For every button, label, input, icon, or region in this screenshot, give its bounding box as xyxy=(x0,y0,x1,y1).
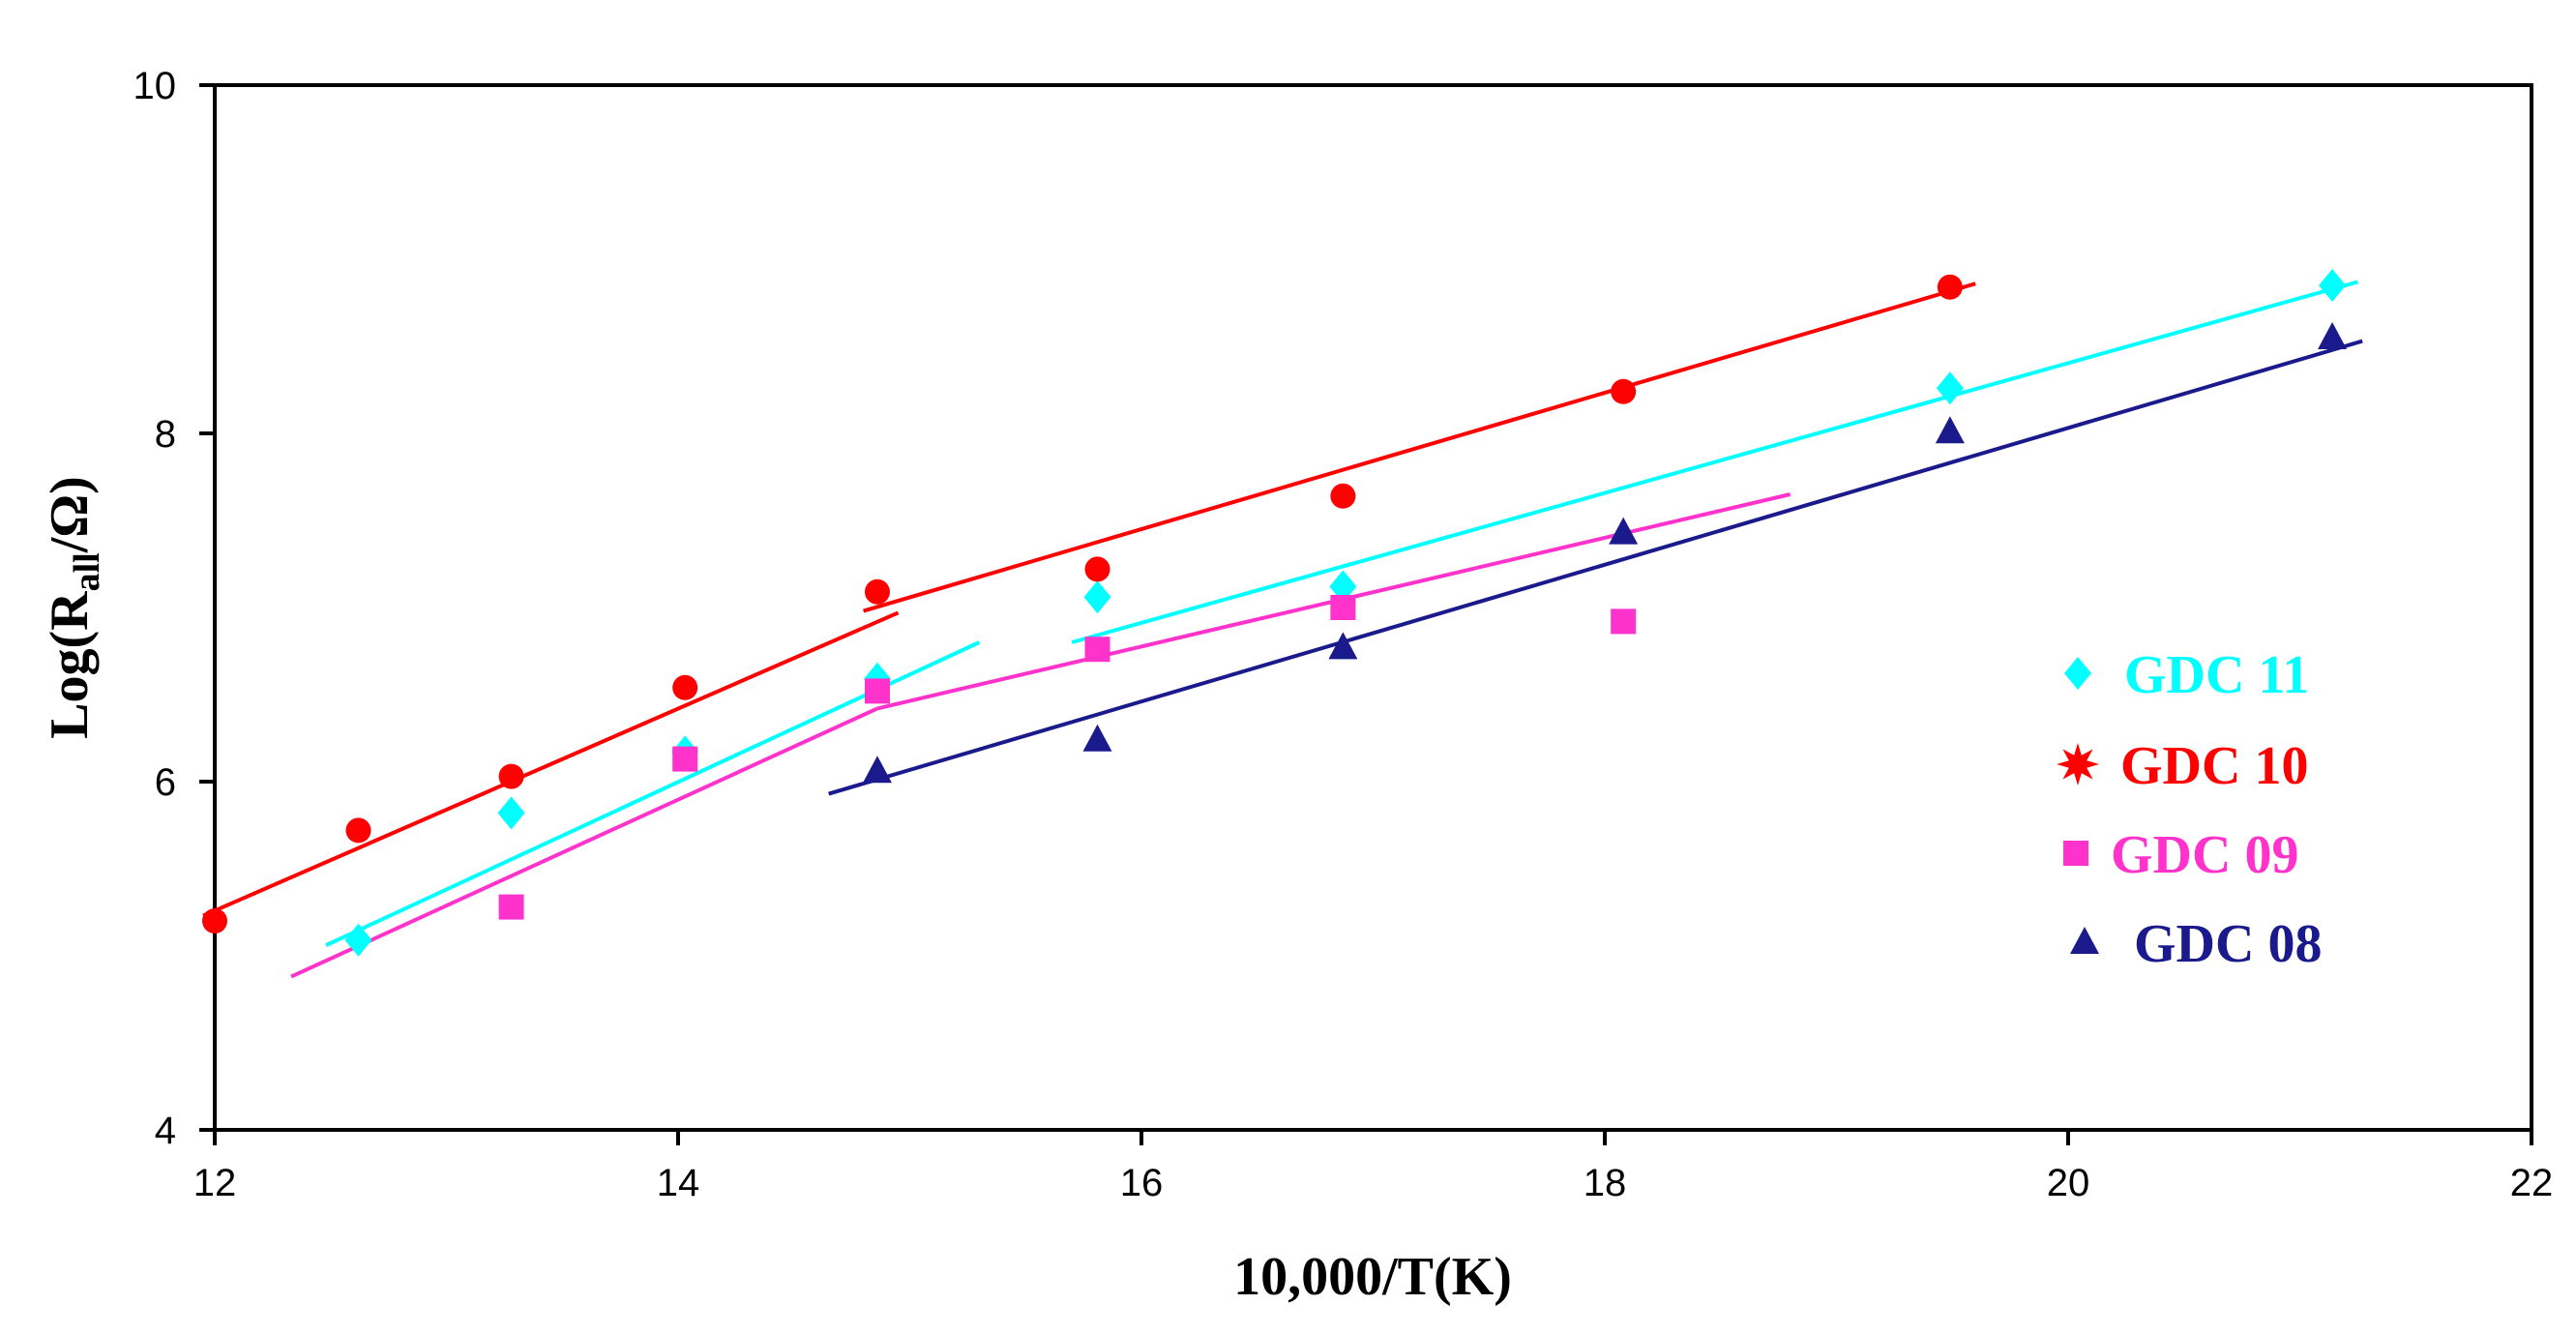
legend-label-gdc-11: GDC 11 xyxy=(2124,645,2309,705)
y-tick-label: 10 xyxy=(133,65,177,107)
data-point-gdc-11 xyxy=(1936,371,1964,405)
y-tick-label: 8 xyxy=(155,413,176,456)
legend-label-gdc-09: GDC 09 xyxy=(2111,825,2298,885)
data-point-gdc-11 xyxy=(2319,269,2347,302)
fit-line-gdc-10 xyxy=(202,610,900,918)
fit-line-gdc-11 xyxy=(1071,280,2358,644)
legend-label-gdc-10: GDC 10 xyxy=(2120,736,2308,796)
data-point-gdc-10 xyxy=(672,674,698,700)
data-point-gdc-10 xyxy=(1937,274,1963,300)
data-point-gdc-08 xyxy=(1328,632,1358,660)
data-point-gdc-08 xyxy=(2318,322,2348,349)
fit-line-gdc-09 xyxy=(290,706,878,979)
data-point-gdc-09 xyxy=(1611,608,1637,635)
data-point-gdc-10 xyxy=(1611,378,1637,404)
data-point-gdc-10 xyxy=(864,578,890,605)
data-point-gdc-11 xyxy=(497,796,525,830)
data-point-gdc-11 xyxy=(1329,570,1357,604)
data-point-gdc-11 xyxy=(1083,580,1111,614)
data-point-gdc-09 xyxy=(672,746,698,772)
y-tick-label: 4 xyxy=(155,1110,176,1152)
data-point-gdc-10 xyxy=(1330,483,1356,509)
data-point-gdc-08 xyxy=(1082,724,1112,752)
x-tick-label: 14 xyxy=(657,1162,700,1204)
y-axis-title-main: Log(R xyxy=(40,591,100,739)
legend-marker-gdc-11 xyxy=(2064,657,2091,690)
data-point-gdc-08 xyxy=(1609,517,1639,545)
x-tick-label: 12 xyxy=(193,1162,237,1204)
data-point-gdc-09 xyxy=(1084,637,1110,663)
data-point-gdc-10 xyxy=(345,817,371,844)
data-point-gdc-10 xyxy=(1084,556,1110,582)
data-point-gdc-10 xyxy=(498,763,524,789)
data-point-gdc-08 xyxy=(1935,416,1965,444)
plot-area xyxy=(213,83,2533,1132)
y-axis-title-tail: /Ω) xyxy=(40,476,100,553)
legend-marker-gdc-08 xyxy=(2070,927,2099,954)
data-markers xyxy=(202,269,2348,957)
y-axis-title: Log(Rall/Ω) xyxy=(40,476,107,739)
legend-marker-gdc-10 xyxy=(2057,743,2099,786)
x-tick-label: 22 xyxy=(2510,1162,2554,1204)
data-point-gdc-09 xyxy=(1330,595,1356,620)
data-point-gdc-09 xyxy=(498,894,524,920)
fit-line-gdc-08 xyxy=(828,339,2363,796)
y-axis-title-subscript: all xyxy=(67,552,107,591)
legend-marker-gdc-09 xyxy=(2063,841,2088,866)
legend: GDC 11 GDC 10 GDC 09 GDC 08 xyxy=(2057,645,2322,974)
axis-ticks: 12 14 16 18 20 22 4 6 8 10 xyxy=(133,65,2554,1204)
x-tick-label: 16 xyxy=(1120,1162,1164,1204)
data-point-gdc-09 xyxy=(864,678,890,704)
data-point-gdc-10 xyxy=(202,908,227,934)
data-point-gdc-11 xyxy=(344,923,372,957)
data-point-gdc-08 xyxy=(862,756,892,784)
y-tick-label: 6 xyxy=(155,761,176,804)
x-tick-label: 20 xyxy=(2047,1162,2090,1204)
fit-line-gdc-10 xyxy=(863,282,1976,613)
legend-label-gdc-08: GDC 08 xyxy=(2134,914,2322,974)
x-tick-label: 18 xyxy=(1584,1162,1627,1204)
x-axis-title: 10,000/T(K) xyxy=(1233,1247,1512,1307)
